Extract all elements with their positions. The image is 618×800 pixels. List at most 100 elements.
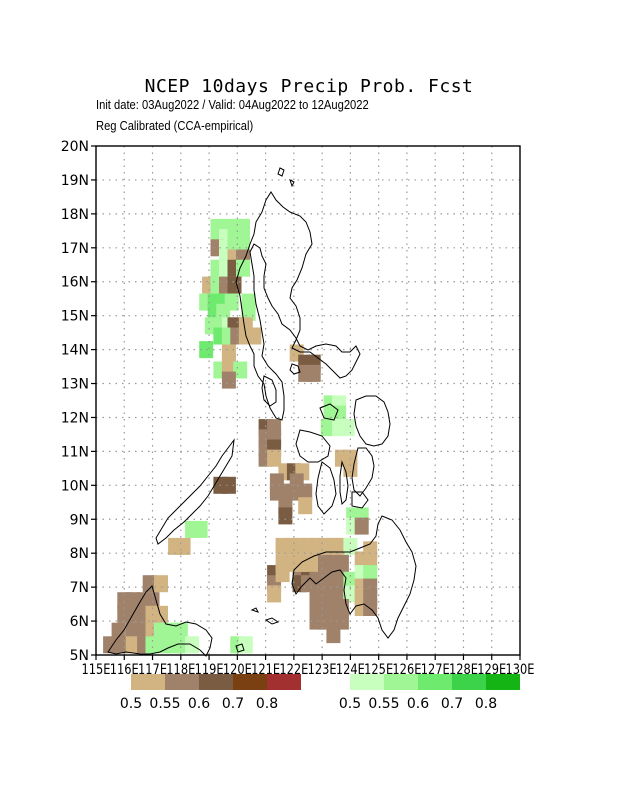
probability-cell (154, 605, 168, 623)
probability-cell (173, 622, 188, 640)
lat-tick-label: 11N (61, 444, 89, 460)
method-subtitle: Reg Calibrated (CCA-empirical) (96, 118, 254, 133)
lat-tick-label: 6N (70, 614, 89, 630)
legend-swatch (131, 674, 165, 690)
probability-cell (278, 507, 293, 525)
probability-cell (221, 371, 236, 389)
legend-label: 0.8 (256, 696, 278, 712)
lon-tick-label: 115E (82, 662, 111, 678)
coastline-borneo (107, 585, 213, 657)
legend-swatch (418, 674, 452, 690)
probability-cell (236, 259, 250, 277)
probability-cell (233, 361, 248, 379)
legend-swatch (165, 674, 199, 690)
coastline-panay (295, 429, 331, 463)
legend-label: 0.55 (368, 696, 399, 712)
probability-cell (247, 327, 262, 345)
legend-swatch (350, 674, 384, 690)
probability-cell (298, 483, 313, 501)
probability-cells (103, 218, 378, 654)
probability-cell (111, 622, 126, 640)
lat-tick-label: 13N (61, 377, 89, 393)
probability-cell (199, 341, 214, 359)
legend-label: 0.7 (441, 696, 463, 712)
legend-swatch (486, 674, 520, 690)
coastline-negros (315, 461, 337, 515)
coastline-batanes (277, 167, 295, 188)
lat-tick-label: 9N (70, 512, 89, 528)
legend-label: 0.55 (149, 696, 180, 712)
coastline-sulu-isles (235, 607, 280, 653)
probability-cell (343, 585, 358, 603)
legend-swatch (199, 674, 233, 690)
latitude-labels: 5N 6N 7N 8N 9N 10N 11N 12N 13N 14N 15N 16N 17N 18N 19N… (61, 139, 96, 664)
probability-cell (193, 520, 208, 538)
probability-cell (238, 636, 253, 654)
probability-cell (145, 636, 160, 654)
probability-cell (114, 636, 129, 654)
coastline-cebu (339, 460, 349, 506)
probability-cell (298, 497, 313, 515)
probability-cell (306, 364, 321, 382)
lat-tick-label: 5N (70, 648, 89, 664)
probability-cell (142, 575, 157, 593)
legend-label: 0.5 (120, 696, 142, 712)
legend-dry-probabilities: 0.5 0.55 0.6 0.7 0.8 (120, 674, 301, 712)
probability-cell (221, 476, 236, 494)
coastline-mindoro (261, 375, 277, 407)
lat-tick-label: 19N (61, 173, 89, 189)
probability-cell (363, 565, 378, 583)
probability-cell (154, 575, 168, 593)
probability-cell (332, 405, 347, 423)
map-frame (95, 145, 521, 656)
lat-tick-label: 20N (61, 139, 89, 155)
probability-cell (125, 636, 140, 654)
init-date-subtitle: Init date: 03Aug2022 / Valid: 04Aug2022 … (96, 97, 369, 112)
legend-label: 0.6 (407, 696, 429, 712)
probability-cell (340, 419, 355, 437)
lat-tick-label: 17N (61, 241, 89, 257)
probability-cell (354, 517, 369, 535)
probability-cell (154, 622, 168, 640)
probability-cell (267, 585, 282, 603)
probability-cell (125, 622, 140, 640)
probability-cell (103, 636, 118, 654)
lat-tick-label: 10N (61, 478, 89, 494)
legend-label: 0.8 (475, 696, 497, 712)
legend-swatch (233, 674, 267, 690)
coastline-luzon (235, 191, 361, 421)
coastline-samar (353, 395, 391, 447)
coastline-mindanao (291, 515, 417, 639)
lat-tick-label: 7N (70, 580, 89, 596)
lat-tick-label: 15N (61, 309, 89, 325)
legend-label: 0.5 (339, 696, 361, 712)
legend-label: 0.7 (222, 696, 244, 712)
probability-cell (216, 303, 231, 321)
probability-cell (241, 303, 256, 321)
probability-cell (343, 571, 358, 589)
probability-cell (176, 537, 191, 555)
probability-cell (320, 419, 335, 437)
legend-label: 0.6 (188, 696, 210, 712)
legend-swatch (384, 674, 418, 690)
lat-tick-label: 18N (61, 207, 89, 223)
probability-cell (125, 592, 140, 610)
probability-cell (278, 483, 293, 501)
probability-cell (173, 636, 188, 654)
lon-tick-label: 123E (308, 662, 337, 678)
coastline-bohol (351, 491, 369, 509)
probability-cell (334, 554, 349, 572)
coastline-masbate (319, 403, 339, 421)
probability-cell (343, 459, 358, 477)
probability-cell (227, 276, 242, 294)
probability-cell (145, 592, 160, 610)
coastline-leyte (351, 447, 375, 497)
probability-cell (334, 612, 349, 630)
lat-tick-label: 8N (70, 546, 89, 562)
dotted-graticule (96, 146, 520, 655)
legend-swatch (452, 674, 486, 690)
lat-tick-label: 16N (61, 275, 89, 291)
coastline-palawan (155, 438, 235, 545)
legend-swatch (267, 674, 301, 690)
